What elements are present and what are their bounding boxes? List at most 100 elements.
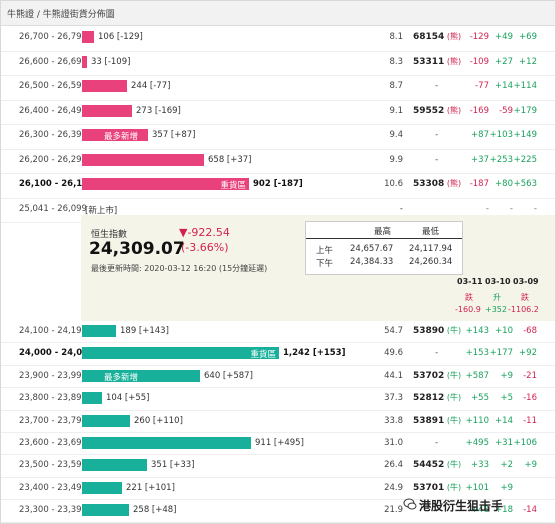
daily-change: +55: [471, 393, 489, 404]
table-row: 23,600 - 23,699 911 [+495] 31.0 - +495 +31 +10…: [1, 433, 555, 456]
am-high: 24,657.67: [350, 244, 394, 254]
daily-change: -16: [523, 393, 537, 404]
am-low: 24,117.94: [409, 244, 453, 254]
warrant-code: 54452: [413, 460, 445, 471]
strike-range: 26,300 - 26,399: [19, 130, 87, 140]
daily-change: -: [485, 203, 489, 214]
daily-change: -: [509, 203, 513, 214]
daily-change: +177: [489, 348, 513, 359]
distance-pct: 37.3: [384, 393, 403, 404]
daily-change: +103: [489, 130, 513, 140]
warrant-type: (熊): [444, 56, 462, 66]
hist-move: 跌: [465, 293, 473, 302]
pm-high: 24,384.33: [350, 257, 394, 267]
index-name: 恒生指數: [91, 230, 128, 240]
daily-change: +14: [495, 81, 513, 91]
strike-range: 23,700 - 23,799: [19, 415, 87, 426]
distance-pct: 10.6: [384, 179, 403, 189]
outstanding-bar: 重貨區: [82, 347, 279, 360]
index-change-pct: (-3.66%): [181, 241, 229, 254]
table-row: 23,400 - 23,499 221 [+101] 24.9 53701 (牛) +1…: [1, 478, 555, 501]
wechat-icon: [403, 498, 417, 510]
outstanding-bar: 最多新增: [82, 369, 200, 383]
daily-change: +27: [495, 56, 513, 67]
hist-date: 03-10: [485, 277, 511, 286]
high-header: 最高: [374, 227, 392, 237]
daily-change: +5: [500, 393, 513, 404]
top-warrant-code: 53311 (熊): [413, 56, 461, 67]
daily-change: +37: [471, 154, 489, 165]
distance-pct: 9.9: [389, 154, 403, 165]
daily-change: +10: [495, 326, 513, 336]
daily-change: +2: [500, 460, 513, 471]
daily-change: +48: [471, 505, 489, 516]
outstanding-value: 1,242 [+153]: [283, 348, 346, 359]
daily-change: -21: [523, 370, 537, 381]
top-warrant-code: 52812 (牛): [413, 392, 461, 403]
strike-range: 26,200 - 26,299: [19, 154, 87, 165]
daily-change: -14: [523, 505, 537, 516]
breadcrumb-text: 牛熊證 / 牛熊證街貨分佈圖: [7, 10, 115, 20]
daily-change: -11: [523, 415, 537, 426]
warrant-type: (牛): [444, 482, 462, 492]
outstanding-value: 258 [+48]: [133, 505, 177, 516]
high-low-table: 最高 最低 上午 24,657.67 24,117.94 下午 24,384.3…: [305, 221, 463, 275]
table-divider: [306, 238, 462, 239]
outstanding-value: 658 [+37]: [208, 154, 252, 165]
outstanding-value: 911 [+495]: [255, 438, 304, 448]
warrant-code: 53702: [413, 370, 445, 381]
daily-change: +69: [519, 32, 537, 42]
outstanding-bar: [82, 437, 251, 449]
daily-change: +18: [495, 505, 513, 516]
daily-change: +33: [471, 460, 489, 471]
strike-range: 23,400 - 23,499: [19, 482, 87, 493]
warrant-type: (熊): [444, 32, 462, 41]
top-warrant-code: 53308 (熊): [413, 178, 461, 189]
table-row: 26,700 - 26,799 106 [-129] 8.1 68154 (熊) -12…: [1, 27, 555, 52]
outstanding-value: 221 [+101]: [126, 482, 175, 493]
bar-tag: 重貨區: [220, 181, 246, 191]
daily-change: +253: [489, 154, 513, 165]
daily-change: +149: [513, 130, 537, 140]
warrant-code: 53311: [413, 56, 445, 67]
outstanding-value: 260 [+110]: [134, 415, 183, 426]
distance-pct: -: [399, 203, 403, 214]
table-row: 26,200 - 26,299 658 [+37] 9.9 - +37 +253 +225: [1, 150, 555, 174]
daily-change: -59: [499, 105, 513, 116]
table-row: 23,800 - 23,899 104 [+55] 37.3 52812 (牛) +55…: [1, 388, 555, 411]
distance-pct: 8.1: [389, 32, 403, 42]
outstanding-bar: [82, 392, 102, 405]
daily-change: +9: [524, 460, 537, 471]
distance-pct: 26.4: [384, 460, 403, 471]
warrant-type: (牛): [444, 326, 462, 335]
hist-move: 升: [493, 293, 501, 302]
strike-range: 26,700 - 26,799: [19, 32, 87, 42]
strike-range: 23,600 - 23,699: [19, 438, 87, 448]
table-row: 26,600 - 26,699 33 [-109] 8.3 53311 (熊) -109…: [1, 52, 555, 76]
warrant-code: 53890: [413, 326, 445, 336]
outstanding-value: 106 [-129]: [98, 32, 143, 42]
warrant-code: 53891: [413, 415, 445, 426]
table-row: 24,000 - 24,099 重貨區 1,242 [+153] 49.6- +153 +…: [1, 343, 555, 366]
daily-change: +92: [519, 348, 537, 359]
daily-change: -77: [475, 81, 489, 91]
daily-change: -187: [469, 179, 489, 189]
distance-pct: 54.7: [384, 326, 403, 336]
top-warrant-code: 53702 (牛): [413, 370, 461, 381]
daily-change: -169: [469, 105, 489, 116]
warrant-type: (牛): [444, 460, 462, 470]
outstanding-bar: [82, 504, 129, 517]
distance-pct: 49.6: [384, 348, 403, 359]
warrant-code: 59552: [413, 105, 445, 116]
table-row: 23,300 - 23,399 258 [+48] 21.9 - +48 +18 -14: [1, 500, 555, 523]
daily-change: +31: [495, 438, 513, 448]
table-row: 23,900 - 23,999 最多新增 640 [+587] 44.1 53702 (…: [1, 366, 555, 389]
daily-change: +80: [495, 179, 513, 189]
bar-tag: 最多新增: [104, 372, 139, 383]
strike-range: 23,500 - 23,599: [19, 460, 87, 471]
daily-change: +12: [519, 56, 537, 67]
outstanding-value: 104 [+55]: [106, 393, 150, 404]
daily-change: +87: [471, 130, 489, 140]
watermark: 港股衍生狙击手: [419, 499, 504, 513]
daily-change: +563: [513, 179, 537, 189]
